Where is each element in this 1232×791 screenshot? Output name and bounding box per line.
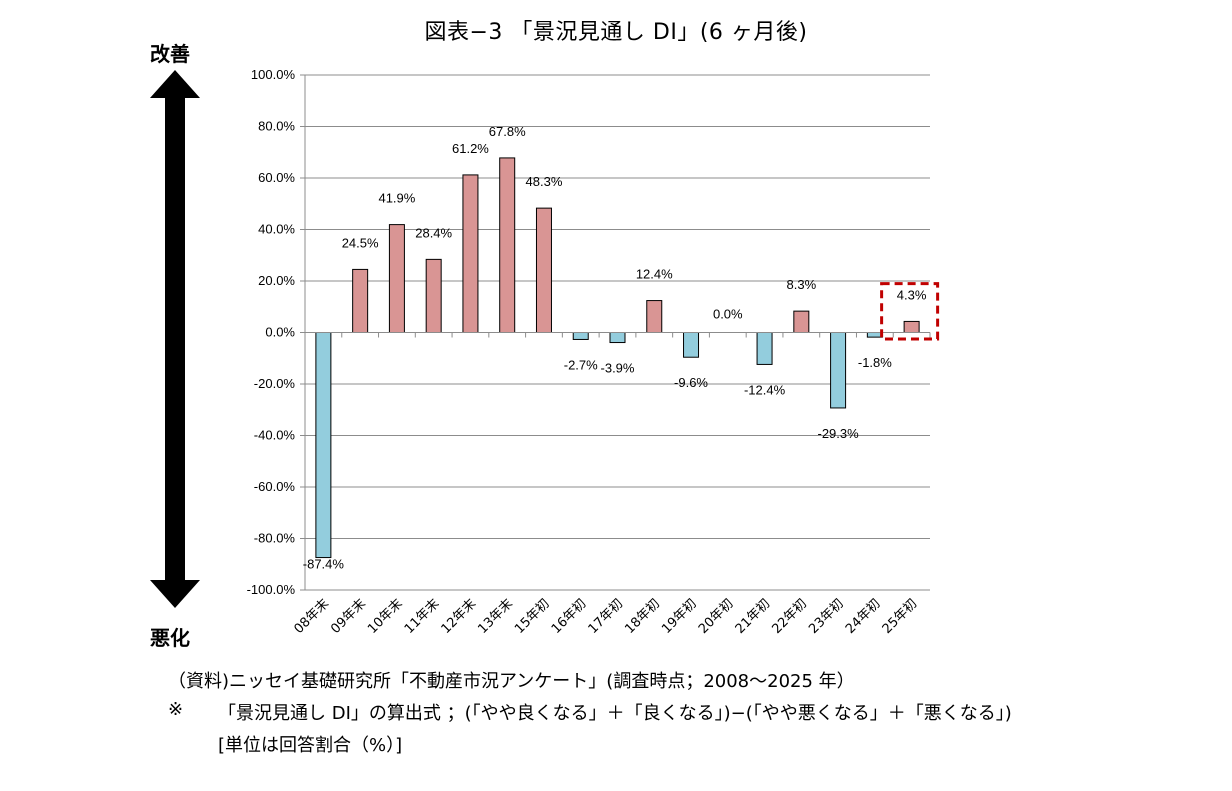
data-label: -12.4% (744, 382, 786, 397)
data-label: 61.2% (452, 141, 489, 156)
x-tick-label: 25年初 (880, 596, 921, 637)
y-tick-label: 20.0% (258, 273, 295, 288)
y-tick-label: 60.0% (258, 170, 295, 185)
x-tick-label: 24年初 (843, 596, 884, 637)
source-note: （資料)ニッセイ基礎研究所「不動産市況アンケート」(調査時点；2008～2025… (168, 671, 855, 692)
axes: 100.0% 80.0% 60.0% 40.0% 20.0% 0.0% -20.0% -40.… (247, 67, 931, 637)
data-labels: -87.4% 24.5% 41.9% 28.4% 61.2%67.8% 48.3% -2.7… (303, 124, 940, 572)
y-tick-label: 0.0% (265, 325, 295, 340)
bar (535, 207, 552, 333)
data-label: 4.3% (897, 287, 927, 302)
axis-direction-worsen-label: 悪化 (150, 626, 190, 650)
x-tick-label: 23年初 (806, 596, 847, 637)
x-tick-label: 13年末 (475, 596, 516, 637)
x-tick-label: 17年初 (586, 596, 627, 637)
bar (830, 332, 847, 409)
x-tick-label: 12年末 (439, 596, 480, 637)
bar (866, 332, 883, 338)
y-tick-label: -20.0% (254, 376, 296, 391)
bar (388, 224, 405, 333)
bar (683, 332, 700, 358)
bar (315, 332, 332, 559)
bar (352, 268, 369, 334)
x-tick-label: 08年末 (292, 596, 333, 637)
axis-direction-improve-label: 改善 (150, 42, 190, 66)
y-tick-label: -60.0% (254, 479, 296, 494)
data-label: 12.4% (636, 267, 673, 282)
data-label: -1.8% (858, 355, 892, 370)
data-label: -87.4% (303, 557, 345, 572)
x-tick-label: 11年末 (402, 596, 443, 637)
x-tick-label: 09年末 (328, 596, 369, 637)
data-label: 67.8% (489, 124, 526, 139)
data-label: -29.3% (817, 426, 859, 441)
formula-note: 「景況見通し DI」の算出式 ；(「やや良くなる」＋「良くなる」)−(「やや悪く… (218, 703, 1012, 724)
bar (646, 300, 663, 334)
data-label: -3.9% (601, 361, 635, 376)
y-tick-label: -100.0% (247, 582, 296, 597)
data-label: 24.5% (342, 235, 379, 250)
data-label: 0.0% (713, 307, 743, 322)
y-tick-label: -40.0% (254, 428, 296, 443)
y-tick-label: 100.0% (251, 67, 296, 82)
bar (903, 320, 920, 333)
x-tick-label: 10年末 (365, 596, 406, 637)
chart-title: 図表−3 「景況見通し DI」(6 ヶ月後) (424, 20, 808, 45)
x-tick-label: 21年初 (733, 596, 774, 637)
double-arrow-icon (150, 70, 200, 608)
y-tick-label: 80.0% (258, 119, 295, 134)
data-label: 28.4% (415, 225, 452, 240)
data-label: -2.7% (564, 357, 598, 372)
bar (572, 332, 589, 340)
gridlines (305, 74, 930, 591)
x-tick-label: 19年初 (659, 596, 700, 637)
data-label: 8.3% (787, 277, 817, 292)
x-tick-label: 22年初 (769, 596, 810, 637)
bar (462, 174, 479, 333)
data-label: 41.9% (378, 191, 415, 206)
x-tick-label: 15年初 (512, 596, 553, 637)
bar (793, 310, 810, 334)
x-tick-label: 16年初 (549, 596, 590, 637)
bars (315, 157, 920, 559)
highlight-box (880, 282, 940, 341)
y-tick-label: -80.0% (254, 531, 296, 546)
unit-note: [単位は回答割合（%）] (218, 735, 403, 756)
bar (609, 332, 626, 344)
x-tick-label: 20年初 (696, 596, 737, 637)
data-label: -9.6% (674, 375, 708, 390)
data-label: 48.3% (526, 174, 563, 189)
note-mark: ※ (168, 699, 184, 720)
bar (756, 332, 773, 365)
y-tick-label: 40.0% (258, 222, 295, 237)
x-tick-label: 18年初 (622, 596, 663, 637)
bar (425, 258, 442, 333)
bar (499, 157, 516, 333)
